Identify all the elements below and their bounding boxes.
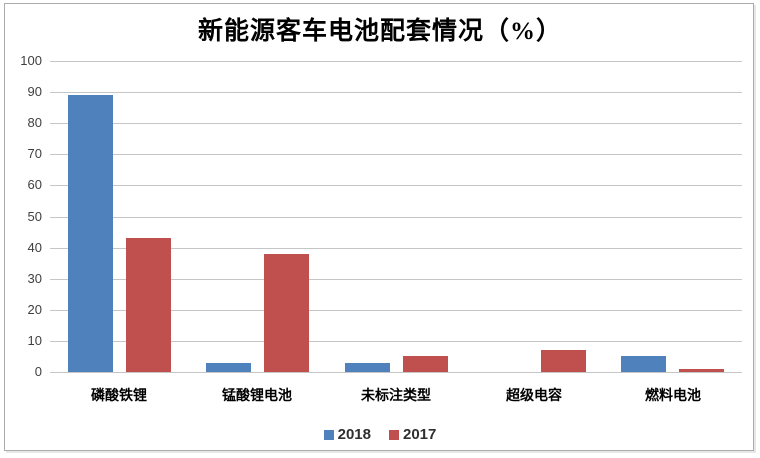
y-tick-label: 70 xyxy=(27,146,42,161)
y-tick-label: 20 xyxy=(27,302,42,317)
bar-2017-燃料电池 xyxy=(679,369,724,372)
y-tick-label: 60 xyxy=(27,177,42,192)
gridline xyxy=(50,372,742,373)
bar-2017-超级电容 xyxy=(541,350,586,372)
gridline xyxy=(50,279,742,280)
legend: 2018 2017 xyxy=(0,426,760,443)
y-tick-label: 100 xyxy=(20,53,42,68)
gridline xyxy=(50,217,742,218)
legend-swatch-2018 xyxy=(323,429,334,440)
gridline xyxy=(50,92,742,93)
gridline xyxy=(50,61,742,62)
y-tick-label: 90 xyxy=(27,84,42,99)
legend-label: 2017 xyxy=(403,426,437,443)
bar-2018-磷酸铁锂 xyxy=(68,95,113,372)
legend-item-2017: 2017 xyxy=(389,426,436,443)
bar-2018-锰酸锂电池 xyxy=(206,363,251,372)
bar-2018-未标注类型 xyxy=(345,363,390,372)
bar-2017-锰酸锂电池 xyxy=(264,254,309,372)
y-tick-label: 50 xyxy=(27,209,42,224)
x-category-label: 磷酸铁锂 xyxy=(91,387,147,403)
gridline xyxy=(50,185,742,186)
gridline xyxy=(50,154,742,155)
chart-title: 新能源客车电池配套情况（%） xyxy=(197,18,562,45)
y-tick-label: 80 xyxy=(27,115,42,130)
gridline xyxy=(50,341,742,342)
gridline xyxy=(50,248,742,249)
bar-2017-磷酸铁锂 xyxy=(126,238,171,372)
x-category-label: 锰酸锂电池 xyxy=(222,387,292,403)
gridline xyxy=(50,310,742,311)
y-tick-label: 0 xyxy=(34,364,42,379)
gridline xyxy=(50,123,742,124)
chart-frame xyxy=(4,3,754,451)
y-tick-label: 40 xyxy=(27,240,42,255)
legend-label: 2018 xyxy=(337,426,371,443)
legend-item-2018: 2018 xyxy=(323,426,371,443)
bar-2018-燃料电池 xyxy=(621,356,666,372)
x-category-label: 燃料电池 xyxy=(645,387,701,403)
legend-swatch-2017 xyxy=(389,429,399,440)
y-tick-label: 10 xyxy=(27,333,42,348)
bar-2017-未标注类型 xyxy=(403,356,448,372)
x-category-label: 未标注类型 xyxy=(361,387,431,403)
x-category-label: 超级电容 xyxy=(506,387,562,403)
y-tick-label: 30 xyxy=(27,271,42,286)
